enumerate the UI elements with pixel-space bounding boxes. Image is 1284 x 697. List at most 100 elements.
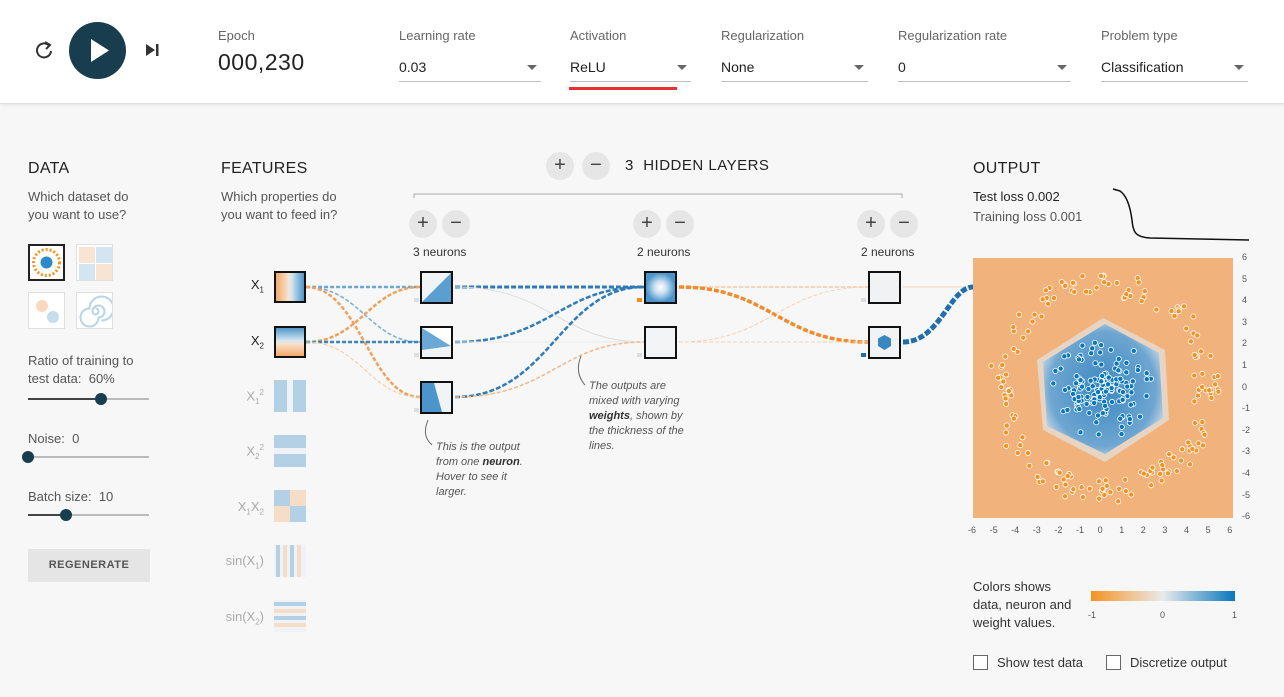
x-axis-tick: -2 [1054,525,1063,535]
add-neuron-layer1-button[interactable]: + [409,210,437,238]
neuron-1-1-heatmap [422,273,451,302]
data-point [1061,386,1068,393]
data-point [1158,477,1165,484]
note-weights-pre: The outputs are mixed with varying [589,380,680,407]
data-point [1052,367,1059,374]
feature-label-x2-squared-sub: 2 [255,451,260,461]
reset-button[interactable] [30,36,58,64]
color-legend-text: Colors shows data, neuron and weight val… [973,579,1072,630]
regularization-rate-select[interactable]: 0 [898,54,1071,82]
ratio-slider-thumb[interactable] [94,393,107,405]
remove-neuron-layer3-button[interactable]: − [890,210,918,238]
show-test-data-checkbox[interactable] [973,655,988,670]
data-point [1143,393,1150,400]
batch-label: Batch size: 10 [28,488,113,506]
data-point [998,384,1005,391]
feature-label-x2-squared-sup: 2 [259,443,264,452]
noise-value: 0 [72,431,80,446]
neuron-3-1[interactable] [868,271,901,304]
note-weights-bold: weights [589,410,630,422]
feature-x2[interactable] [274,326,306,358]
feature-sin-x2-heatmap [274,600,306,632]
add-neuron-layer2-button[interactable]: + [633,210,661,238]
x-axis-tick: 0 [1097,525,1103,535]
data-point [1062,481,1069,488]
data-point [1077,429,1084,436]
y-axis-tick: -4 [1242,468,1251,478]
feature-x1-squared[interactable] [274,380,306,412]
note-arrow-weights [577,355,586,386]
data-point [1039,478,1046,485]
feature-sin-x2[interactable] [274,600,306,632]
neuron-1-2-heatmap [422,328,451,357]
dataset-circle[interactable] [28,244,65,281]
add-neuron-layer3-button[interactable]: + [857,210,885,238]
data-point [1078,484,1085,491]
feature-label-x1x2-base: X [237,499,247,514]
batch-slider-thumb[interactable] [59,509,72,521]
neuron-3-2[interactable] [868,326,901,359]
data-point [1003,371,1010,378]
ratio-label: Ratio of training to test data: 60% [28,352,148,388]
data-point [1141,288,1148,295]
link-n22-n31 [678,286,869,343]
discretize-output-checkbox[interactable] [1106,655,1121,670]
plus-icon: + [554,154,566,176]
feature-x1x2[interactable] [274,490,306,522]
data-point [1026,462,1033,469]
noise-slider[interactable] [22,451,149,463]
data-point [1015,311,1022,318]
activation-select[interactable]: ReLU [570,54,691,82]
layer3-neuron-count: 2 neurons [861,245,915,259]
remove-neuron-layer1-button[interactable]: − [442,210,470,238]
bias-n32 [861,353,866,357]
neuron-1-3[interactable] [420,381,453,414]
regenerate-button[interactable]: REGENERATE [28,549,150,582]
learning-rate-select[interactable]: 0.03 [399,54,541,82]
step-button[interactable] [140,38,164,62]
hidden-layer-count: 3 [625,157,634,174]
neuron-1-1[interactable] [420,271,453,304]
play-button[interactable] [69,22,126,79]
neuron-1-2[interactable] [420,326,453,359]
add-layer-button[interactable]: + [546,152,574,180]
neuron-2-2[interactable] [644,326,677,359]
remove-layer-button[interactable]: − [582,152,610,180]
data-point [1002,395,1009,402]
feature-x1[interactable] [274,271,306,303]
data-point [1057,365,1064,372]
neuron-2-1[interactable] [644,271,677,304]
problem-type-select[interactable]: Classification [1101,54,1248,82]
data-point [1164,470,1171,477]
dataset-xor[interactable] [76,244,113,281]
activation-label: Activation [570,28,627,43]
data-point [999,362,1006,369]
data-point [1129,378,1136,385]
dataset-gaussian[interactable] [28,292,65,329]
batch-slider[interactable] [28,509,149,521]
data-point [1099,485,1106,492]
data-point [1079,342,1086,349]
remove-neuron-layer2-button[interactable]: − [666,210,694,238]
feature-sin-x1[interactable] [274,545,306,577]
regularization-select[interactable]: None [721,54,868,82]
feature-label-x2-base: X [250,333,260,348]
data-point [1099,372,1106,379]
dataset-spiral[interactable] [76,292,113,329]
data-point [1098,342,1105,349]
data-point [1134,367,1141,374]
batch-slider-fill [28,514,66,516]
data-point [1083,288,1090,295]
data-point [1123,369,1130,376]
ratio-slider[interactable] [28,393,149,405]
data-point [1157,470,1164,477]
hidden-layers-label: HIDDEN LAYERS [643,157,770,174]
feature-label-sin-x1: sin(X1) [214,553,264,571]
output-heatmap[interactable] [973,258,1233,518]
noise-slider-thumb[interactable] [22,451,34,463]
data-point [1116,485,1123,492]
data-point [1119,396,1126,403]
data-point [1123,359,1130,366]
feature-x2-squared[interactable] [274,435,306,467]
